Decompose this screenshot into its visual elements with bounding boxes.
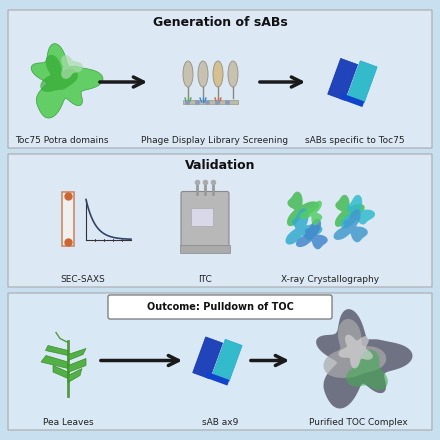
Text: Generation of sABs: Generation of sABs bbox=[153, 15, 287, 29]
Text: X-ray Crystallography: X-ray Crystallography bbox=[281, 275, 379, 283]
Polygon shape bbox=[68, 348, 86, 360]
Polygon shape bbox=[53, 366, 68, 378]
Bar bbox=[62, 191, 74, 246]
Polygon shape bbox=[40, 55, 78, 92]
Ellipse shape bbox=[213, 61, 223, 87]
Text: sABs specific to Toc75: sABs specific to Toc75 bbox=[305, 136, 405, 144]
Polygon shape bbox=[286, 209, 323, 245]
Ellipse shape bbox=[183, 61, 193, 87]
Text: Purified TOC Complex: Purified TOC Complex bbox=[308, 418, 407, 426]
Polygon shape bbox=[296, 219, 328, 249]
FancyBboxPatch shape bbox=[181, 191, 229, 247]
Polygon shape bbox=[341, 195, 375, 228]
Polygon shape bbox=[68, 359, 86, 373]
Ellipse shape bbox=[228, 61, 238, 87]
Polygon shape bbox=[68, 369, 82, 382]
Text: sAB ax9: sAB ax9 bbox=[202, 418, 238, 426]
Polygon shape bbox=[346, 350, 388, 390]
Text: ITC: ITC bbox=[198, 275, 212, 283]
Polygon shape bbox=[335, 195, 365, 227]
Bar bbox=[212, 339, 242, 381]
Ellipse shape bbox=[198, 61, 208, 87]
Polygon shape bbox=[334, 209, 368, 242]
Polygon shape bbox=[287, 191, 319, 226]
Bar bbox=[347, 61, 377, 103]
Text: Pea Leaves: Pea Leaves bbox=[43, 418, 93, 426]
Bar bbox=[340, 93, 364, 107]
Bar bbox=[205, 372, 229, 385]
FancyBboxPatch shape bbox=[8, 10, 432, 148]
Bar bbox=[180, 245, 230, 253]
Text: Outcome: Pulldown of TOC: Outcome: Pulldown of TOC bbox=[147, 302, 293, 312]
Bar bbox=[183, 100, 238, 104]
Polygon shape bbox=[45, 345, 68, 356]
FancyBboxPatch shape bbox=[8, 293, 432, 430]
Polygon shape bbox=[41, 356, 68, 369]
FancyBboxPatch shape bbox=[8, 154, 432, 287]
Polygon shape bbox=[61, 55, 83, 79]
Polygon shape bbox=[316, 309, 412, 408]
FancyBboxPatch shape bbox=[108, 295, 332, 319]
Polygon shape bbox=[338, 335, 373, 368]
Polygon shape bbox=[299, 201, 322, 225]
Text: Validation: Validation bbox=[185, 158, 255, 172]
Text: Phage Display Library Screening: Phage Display Library Screening bbox=[141, 136, 289, 144]
Bar bbox=[193, 337, 223, 379]
Bar bbox=[191, 208, 213, 225]
Bar bbox=[328, 59, 358, 100]
Polygon shape bbox=[323, 319, 386, 378]
Text: SEC-SAXS: SEC-SAXS bbox=[61, 275, 105, 283]
Text: Toc75 Potra domains: Toc75 Potra domains bbox=[15, 136, 109, 144]
Polygon shape bbox=[31, 44, 103, 118]
